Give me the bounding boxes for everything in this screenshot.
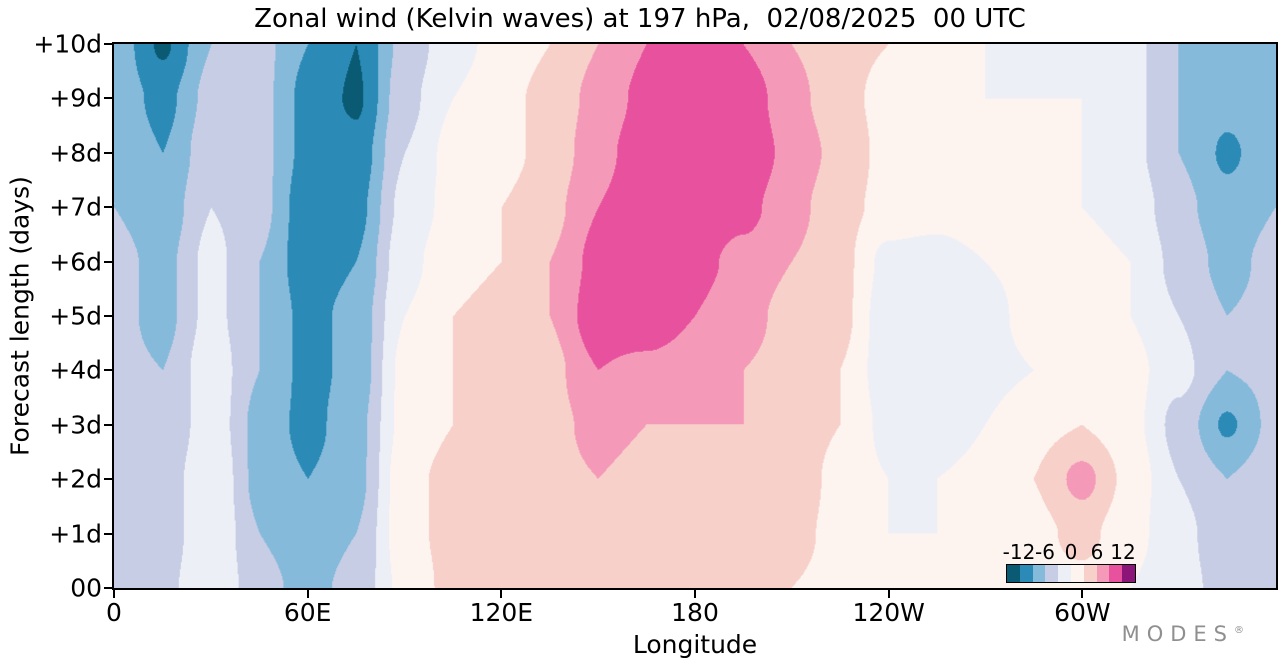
y-tick-mark bbox=[104, 587, 112, 589]
colorbar-swatches bbox=[1006, 564, 1136, 583]
colorbar-swatch bbox=[1122, 565, 1135, 582]
modes-logo: MODES® bbox=[1122, 622, 1244, 646]
y-tick-label: +10d bbox=[33, 29, 102, 59]
x-tick-label: 60E bbox=[283, 598, 332, 627]
colorbar-tick-label: 12 bbox=[1110, 540, 1136, 564]
colorbar-tick-label: 0 bbox=[1064, 540, 1078, 564]
x-tick-mark bbox=[500, 590, 503, 598]
registered-mark-icon: ® bbox=[1234, 625, 1244, 636]
colorbar-tick-label: 6 bbox=[1090, 540, 1104, 564]
y-axis-label: Forecast length (days) bbox=[5, 176, 35, 456]
x-tick-mark bbox=[1081, 590, 1084, 598]
colorbar-swatch bbox=[1070, 565, 1084, 582]
y-tick-label: +6d bbox=[49, 247, 102, 277]
x-axis-label: Longitude bbox=[632, 630, 758, 659]
colorbar-swatch bbox=[1109, 565, 1123, 582]
plot-area: -12 -6 0 6 12 0 60E 120E 180 120W 60W 00 +1d +2d +3d +… bbox=[33, 30, 1278, 627]
x-tick-label: 120E bbox=[469, 598, 534, 627]
y-tick-mark bbox=[104, 260, 112, 263]
colorbar-tick-label: -6 bbox=[1035, 540, 1055, 564]
colorbar-tick-label: -12 bbox=[1002, 540, 1036, 564]
colorbar-tick-labels: -12 -6 0 6 12 bbox=[1002, 540, 1136, 564]
y-tick-mark bbox=[104, 478, 112, 481]
x-tick-label: 120W bbox=[852, 598, 925, 627]
x-tick-label: 0 bbox=[106, 598, 122, 627]
y-tick-mark bbox=[104, 151, 112, 154]
colorbar-swatch bbox=[1032, 565, 1046, 582]
y-tick-label: +1d bbox=[49, 519, 102, 549]
y-tick-mark bbox=[104, 369, 112, 372]
y-tick-label: +5d bbox=[49, 301, 102, 331]
colorbar-swatch bbox=[1083, 565, 1097, 582]
modes-logo-text: MODES bbox=[1121, 622, 1234, 646]
y-tick-mark bbox=[104, 423, 112, 426]
y-tick-mark bbox=[104, 315, 112, 317]
y-tick-mark bbox=[104, 206, 112, 209]
colorbar-swatch bbox=[1019, 565, 1033, 582]
y-tick-mark bbox=[104, 532, 112, 535]
y-tick-label: 00 bbox=[70, 573, 102, 603]
y-tick-label: +3d bbox=[49, 410, 102, 440]
y-tick-mark bbox=[104, 97, 112, 100]
y-tick-label: +2d bbox=[49, 464, 102, 494]
colorbar-swatch bbox=[1096, 565, 1110, 582]
y-tick-label: +8d bbox=[49, 138, 102, 168]
colorbar: -12 -6 0 6 12 bbox=[1002, 540, 1136, 583]
colorbar-swatch bbox=[1007, 565, 1020, 582]
chart-title: Zonal wind (Kelvin waves) at 197 hPa, 02… bbox=[254, 4, 1026, 34]
y-tick-label: +7d bbox=[49, 192, 102, 222]
colorbar-swatch bbox=[1058, 565, 1071, 582]
x-tick-label: 60W bbox=[1054, 598, 1111, 627]
x-tick-mark bbox=[887, 590, 890, 598]
y-tick-label: +4d bbox=[49, 355, 102, 385]
x-tick-mark bbox=[113, 590, 115, 598]
colorbar-swatch bbox=[1045, 565, 1059, 582]
y-tick-label: +9d bbox=[49, 83, 102, 113]
y-tick-mark bbox=[104, 43, 112, 45]
contour-canvas bbox=[114, 44, 1276, 588]
x-tick-mark bbox=[306, 590, 309, 598]
x-tick-mark bbox=[694, 590, 696, 598]
x-tick-label: 180 bbox=[671, 598, 719, 627]
